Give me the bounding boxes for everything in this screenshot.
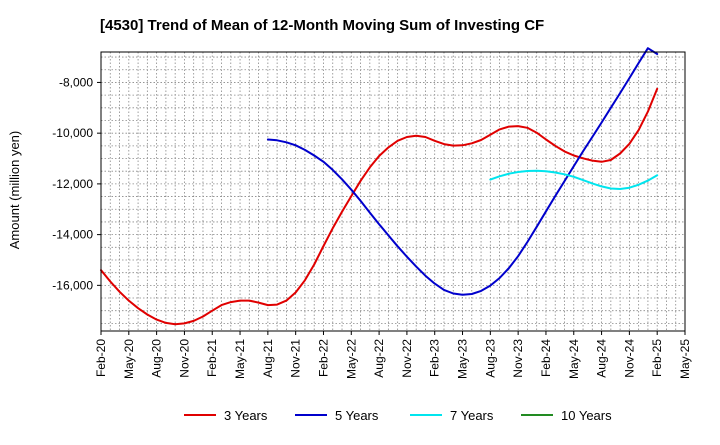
- x-tick-label: Feb-20: [94, 339, 108, 377]
- x-tick-label: Nov-23: [511, 339, 525, 378]
- series-layer: [100, 47, 659, 326]
- x-tick-label: Nov-22: [400, 339, 414, 378]
- y-axis-label: Amount (million yen): [7, 131, 22, 250]
- y-tick-label: -10,000: [52, 126, 93, 140]
- legend-label: 3 Years: [224, 408, 268, 423]
- series-line-5-years: [266, 47, 659, 296]
- x-tick-label: Aug-21: [261, 339, 275, 378]
- chart-title: [4530] Trend of Mean of 12-Month Moving …: [100, 17, 544, 34]
- x-tick-label: Aug-20: [150, 339, 164, 378]
- y-tick-label: -8,000: [59, 75, 93, 89]
- x-tick-label: Nov-21: [289, 339, 303, 378]
- x-tick-label: Feb-22: [316, 339, 330, 377]
- x-tick-label: May-25: [678, 339, 692, 379]
- x-tick-label: Feb-23: [428, 339, 442, 377]
- x-tick-label: Nov-20: [177, 339, 191, 378]
- x-tick-label: May-24: [567, 339, 581, 379]
- x-tick-label: May-23: [456, 339, 470, 379]
- x-tick-label: Nov-24: [622, 339, 636, 378]
- x-tick-label: Feb-21: [205, 339, 219, 377]
- x-tick-label: Aug-22: [372, 339, 386, 378]
- y-tick-label: -16,000: [52, 278, 93, 292]
- plot-frame: [100, 51, 686, 332]
- y-tick-label: -14,000: [52, 228, 93, 242]
- legend-label: 10 Years: [561, 408, 612, 423]
- x-tick-label: Aug-23: [483, 339, 497, 378]
- x-tick-label: Feb-24: [539, 339, 553, 377]
- x-tick-label: Feb-25: [650, 339, 664, 377]
- x-tick-label: May-21: [233, 339, 247, 379]
- legend-label: 7 Years: [450, 408, 494, 423]
- x-tick-label: Aug-24: [595, 339, 609, 378]
- series-line-3-years: [100, 87, 659, 326]
- y-tick-label: -12,000: [52, 177, 93, 191]
- legend-label: 5 Years: [335, 408, 379, 423]
- grid-layer: [101, 52, 685, 331]
- x-tick-label: May-22: [344, 339, 358, 379]
- x-tick-label: May-20: [122, 339, 136, 379]
- legend: 3 Years 5 Years 7 Years 10 Years: [184, 408, 612, 423]
- series-line-7-years: [489, 169, 659, 190]
- tick-layer: -16,000 -14,000 -12,000 -10,000 -8,000 Feb-20…: [52, 75, 692, 379]
